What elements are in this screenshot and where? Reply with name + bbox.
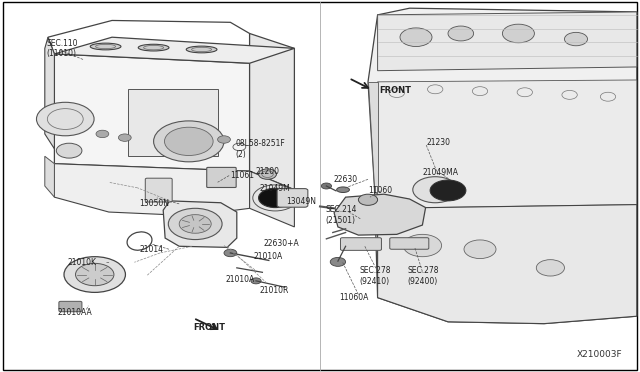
Text: 21010A: 21010A [225, 275, 255, 284]
Circle shape [179, 215, 211, 233]
Circle shape [154, 121, 224, 162]
Text: 21010K: 21010K [67, 258, 96, 267]
Polygon shape [378, 12, 637, 71]
Circle shape [168, 208, 222, 240]
Text: 21049MA: 21049MA [422, 169, 458, 177]
Polygon shape [378, 205, 637, 324]
Circle shape [251, 278, 261, 284]
Text: 21010A: 21010A [253, 252, 283, 261]
Polygon shape [368, 82, 378, 186]
Circle shape [96, 130, 109, 138]
Circle shape [118, 134, 131, 141]
Text: 21010AA: 21010AA [58, 308, 92, 317]
Polygon shape [378, 80, 637, 208]
Circle shape [330, 257, 346, 266]
Polygon shape [334, 194, 426, 235]
Text: SEC.214
(21501): SEC.214 (21501) [325, 205, 356, 225]
Circle shape [413, 177, 458, 203]
FancyBboxPatch shape [390, 238, 429, 249]
Polygon shape [163, 201, 237, 247]
Text: 21200: 21200 [256, 167, 280, 176]
Ellipse shape [90, 43, 121, 50]
Text: SEC.278
(92410): SEC.278 (92410) [359, 266, 390, 286]
Text: SEC.278
(92400): SEC.278 (92400) [407, 266, 438, 286]
Polygon shape [250, 33, 294, 190]
Circle shape [358, 194, 378, 205]
Circle shape [36, 102, 94, 136]
Text: 21010R: 21010R [260, 286, 289, 295]
Circle shape [502, 24, 534, 43]
FancyBboxPatch shape [340, 238, 381, 250]
Polygon shape [45, 37, 54, 149]
Polygon shape [250, 171, 294, 227]
Circle shape [259, 169, 276, 179]
Circle shape [564, 32, 588, 46]
FancyBboxPatch shape [277, 189, 308, 207]
Polygon shape [368, 8, 637, 324]
Circle shape [464, 240, 496, 259]
Ellipse shape [337, 187, 349, 193]
Circle shape [536, 260, 564, 276]
Polygon shape [54, 164, 250, 216]
Bar [128, 89, 218, 156]
Text: 22630: 22630 [333, 175, 358, 184]
Circle shape [56, 143, 82, 158]
Text: SEC.110
(11010): SEC.110 (11010) [46, 39, 77, 58]
FancyBboxPatch shape [145, 178, 172, 202]
Text: 21230: 21230 [426, 138, 451, 147]
Text: 22630+A: 22630+A [264, 239, 300, 248]
Ellipse shape [186, 46, 217, 53]
Circle shape [64, 257, 125, 292]
Text: FRONT: FRONT [193, 323, 225, 332]
Polygon shape [45, 156, 54, 197]
Text: 11061: 11061 [230, 171, 254, 180]
Circle shape [76, 263, 114, 286]
Text: 11060A: 11060A [339, 293, 369, 302]
Text: 21049M: 21049M [260, 185, 291, 193]
Circle shape [403, 234, 442, 257]
Text: 08L58-8251F
(2): 08L58-8251F (2) [236, 139, 285, 158]
Circle shape [224, 249, 237, 257]
Circle shape [448, 26, 474, 41]
Circle shape [400, 28, 432, 46]
Circle shape [430, 180, 466, 201]
Circle shape [218, 136, 230, 143]
FancyBboxPatch shape [59, 301, 82, 312]
Text: 11060: 11060 [368, 186, 392, 195]
Circle shape [321, 183, 332, 189]
Text: 21014: 21014 [140, 245, 164, 254]
Text: 13050N: 13050N [140, 199, 170, 208]
Ellipse shape [138, 44, 169, 51]
Circle shape [259, 188, 292, 208]
Text: X210003F: X210003F [577, 350, 623, 359]
FancyBboxPatch shape [207, 167, 236, 187]
Text: FRONT: FRONT [380, 86, 412, 94]
Text: 13049N: 13049N [286, 198, 316, 206]
Circle shape [164, 127, 213, 155]
Polygon shape [54, 54, 250, 171]
Polygon shape [54, 37, 294, 63]
